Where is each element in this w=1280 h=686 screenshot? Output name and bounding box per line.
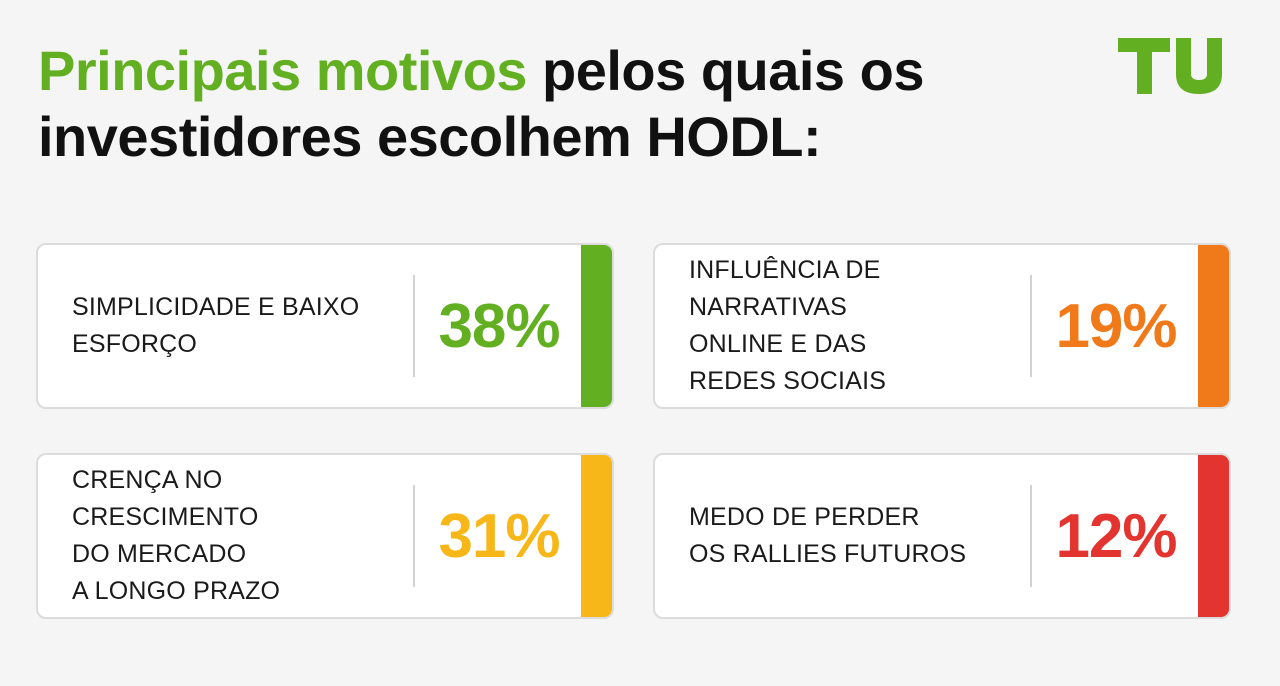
accent-strip — [581, 455, 612, 617]
divider — [1030, 275, 1032, 377]
reason-card-market-growth: CRENÇA NO CRESCIMENTO DO MERCADO A LONGO… — [36, 453, 614, 619]
reason-percentage: 38% — [438, 291, 560, 361]
page-title: Principais motivos pelos quais os invest… — [38, 38, 1038, 170]
reason-label: MEDO DE PERDER OS RALLIES FUTUROS — [689, 503, 967, 568]
tu-logo-icon — [1118, 38, 1228, 96]
divider — [413, 485, 415, 587]
accent-strip — [1198, 245, 1229, 407]
logo-graphic — [1118, 38, 1222, 94]
reason-percentage: 12% — [1055, 501, 1177, 571]
title-highlight: Principais motivos — [38, 39, 527, 102]
title-rest: pelos quais os investidores escolhem HOD… — [38, 39, 925, 168]
reason-label: INFLUÊNCIA DE NARRATIVAS ONLINE E DAS RE… — [689, 256, 887, 395]
reason-label: CRENÇA NO CRESCIMENTO DO MERCADO A LONGO… — [72, 466, 281, 605]
accent-strip — [581, 245, 612, 407]
divider — [413, 275, 415, 377]
reason-percentage: 31% — [438, 501, 560, 571]
reason-card-simplicity: SIMPLICIDADE E BAIXO ESFORÇO 38% — [36, 243, 614, 409]
reason-card-fomo: MEDO DE PERDER OS RALLIES FUTUROS 12% — [653, 453, 1231, 619]
reason-card-social-media: INFLUÊNCIA DE NARRATIVAS ONLINE E DAS RE… — [653, 243, 1231, 409]
divider — [1030, 485, 1032, 587]
reason-percentage: 19% — [1055, 291, 1177, 361]
accent-strip — [1198, 455, 1229, 617]
reason-label: SIMPLICIDADE E BAIXO ESFORÇO — [72, 293, 360, 358]
